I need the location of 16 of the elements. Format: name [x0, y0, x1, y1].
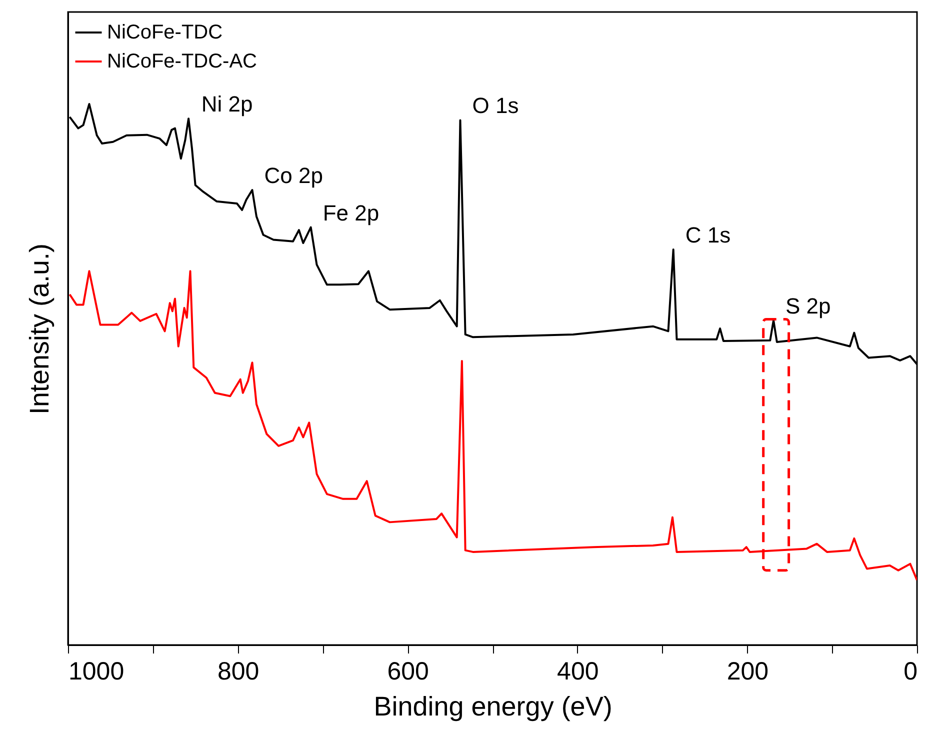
x-tick-label: 400 — [557, 658, 599, 686]
annotation: Ni 2p — [201, 92, 253, 117]
annotation: Co 2p — [264, 162, 323, 188]
x-axis-title: Binding energy (eV) — [374, 692, 612, 722]
x-tick-label: 200 — [726, 658, 769, 686]
x-tick-label: 600 — [387, 658, 429, 686]
legend-label: NiCoFe-TDC-AC — [107, 50, 257, 72]
x-tick-label: 1000 — [68, 658, 124, 686]
annotation: O 1s — [472, 93, 519, 118]
annotation: Fe 2p — [322, 200, 380, 226]
annotation: C 1s — [685, 222, 731, 248]
x-tick-label: 0 — [904, 658, 918, 686]
y-axis-title: Intensity (a.u.) — [24, 243, 54, 415]
legend-label: NiCoFe-TDC — [107, 22, 223, 44]
annotation: S 2p — [786, 293, 831, 318]
x-tick-label: 800 — [217, 658, 260, 686]
